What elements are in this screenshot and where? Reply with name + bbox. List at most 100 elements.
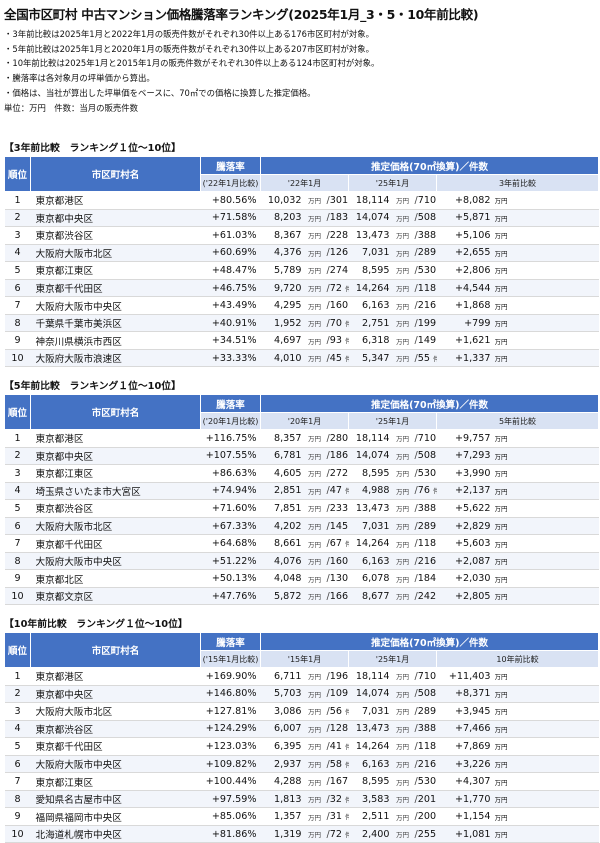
rate-cell-value: +46.75% (211, 282, 257, 294)
separator: / (414, 555, 418, 567)
rank-cell-value: 3 (14, 467, 21, 479)
rank-cell: 4 (4, 482, 31, 501)
past-count-cell: /93件 (324, 331, 349, 350)
diff-value-cell: +3,945 (436, 702, 495, 721)
separator: / (326, 300, 330, 312)
past-count-cell-value: 93 (329, 335, 342, 347)
municipality-cell: 東京都千代田区 (30, 279, 201, 298)
separator: / (414, 502, 418, 514)
count-unit: 件 (433, 355, 437, 363)
rate-cell: +47.76% (200, 587, 261, 606)
past-count-cell-value: 67 (329, 538, 342, 550)
diff-value-cell: +2,087 (436, 552, 495, 571)
current-price-cell: 8,595 (348, 464, 393, 483)
past-count-cell-value: 233 (329, 502, 349, 514)
diff-value-cell: +1,337 (436, 349, 495, 368)
current-count-cell-value: 118 (417, 538, 437, 550)
current-count-cell: /184件 (412, 569, 437, 588)
past-count-cell-value: 186 (329, 450, 349, 462)
rank-cell: 9 (4, 569, 31, 588)
diff-unit: 万円 (494, 517, 599, 536)
current-price-cell-value: 8,595 (362, 776, 390, 788)
past-count-cell-value: 196 (329, 670, 349, 682)
past-count-cell-value: 47 (329, 485, 342, 497)
header-name: 市区町村名 (30, 156, 201, 192)
municipality-cell-value: 大阪府大阪市中央区 (35, 760, 122, 771)
header-rate-sub: ('22年1月比較) (200, 174, 261, 192)
municipality-cell: 北海道札幌市中央区 (30, 825, 201, 843)
current-count-cell-value: 216 (417, 555, 437, 567)
past-price-cell: 4,202 (260, 517, 305, 536)
section-label-5year: 【5年前比較 ランキング１位～10位】 (4, 381, 181, 392)
header-rate: 騰落率 (200, 156, 261, 175)
current-count-cell: /216件 (412, 755, 437, 774)
past-price-cell: 4,048 (260, 569, 305, 588)
price-unit: 万円 (392, 244, 413, 263)
rank-cell: 6 (4, 279, 31, 298)
past-price-cell: 8,357 (260, 429, 305, 448)
past-count-cell: /166件 (324, 587, 349, 606)
rate-cell-value: +80.56% (211, 194, 257, 206)
past-count-cell: /72件 (324, 825, 349, 843)
diff-value-cell: +11,403 (436, 667, 495, 686)
table-row: 7大阪府大阪市中央区+43.49%4,295万円/160件6,163万円/216… (4, 296, 599, 315)
diff-value-cell-value: +5,603 (454, 538, 491, 550)
table-row: 1東京都港区+116.75%8,357万円/280件18,114万円/710件+… (4, 429, 599, 448)
current-count-cell: /710件 (412, 191, 437, 210)
rate-cell: +67.33% (200, 517, 261, 536)
diff-value-cell-value: +4,307 (454, 776, 491, 788)
diff-unit: 万円 (494, 331, 599, 350)
table-row: 3東京都江東区+86.63%4,605万円/272件8,595万円/530件+3… (4, 464, 599, 483)
past-price-cell-value: 6,007 (274, 723, 302, 735)
separator: / (414, 264, 418, 276)
current-price-cell-value: 7,031 (362, 705, 390, 717)
diff-unit: 万円 (494, 569, 599, 588)
municipality-cell: 埼玉県さいたま市大宮区 (30, 482, 201, 501)
past-price-cell: 4,605 (260, 464, 305, 483)
rank-cell: 6 (4, 755, 31, 774)
current-price-cell: 14,264 (348, 737, 393, 756)
rate-cell: +40.91% (200, 314, 261, 333)
rate-cell-value: +97.59% (211, 793, 257, 805)
price-unit: 万円 (304, 790, 325, 809)
separator: / (414, 758, 418, 770)
current-price-cell-value: 2,511 (362, 811, 390, 823)
past-price-cell: 2,937 (260, 755, 305, 774)
table-row: 8愛知県名古屋市中区+97.59%1,813万円/32件3,583万円/201件… (4, 790, 599, 809)
past-count-cell: /56件 (324, 702, 349, 721)
current-price-cell: 4,988 (348, 482, 393, 501)
rate-cell-value: +85.06% (211, 811, 257, 823)
municipality-cell-value: 東京都中央区 (35, 689, 94, 701)
current-count-cell: /508件 (412, 209, 437, 228)
current-count-cell-value: 388 (417, 502, 437, 514)
past-count-cell: /128件 (324, 720, 349, 739)
price-unit: 万円 (392, 482, 413, 501)
current-count-cell-value: 242 (417, 590, 437, 602)
current-price-cell: 6,163 (348, 755, 393, 774)
rate-cell-value: +116.75% (205, 432, 257, 444)
price-unit: 万円 (304, 737, 325, 756)
current-count-cell-value: 508 (417, 688, 437, 700)
price-unit: 万円 (304, 772, 325, 791)
diff-value-cell-value: +3,226 (454, 758, 491, 770)
past-count-cell: /228件 (324, 226, 349, 245)
current-count-cell: /201件 (412, 790, 437, 809)
diff-unit: 万円 (494, 349, 599, 368)
municipality-cell-value: 東京都江東区 (35, 266, 94, 278)
past-count-cell-value: 72 (329, 282, 342, 294)
rate-cell-value: +86.63% (211, 467, 257, 479)
diff-unit: 万円 (494, 261, 599, 280)
rank-cell-value: 4 (14, 723, 21, 735)
price-unit: 万円 (392, 429, 413, 448)
diff-unit: 万円 (494, 737, 599, 756)
past-price-cell: 1,357 (260, 807, 305, 826)
current-price-cell-value: 7,031 (362, 247, 390, 259)
separator: / (326, 502, 330, 514)
price-unit: 万円 (392, 807, 413, 826)
rate-cell-value: +51.22% (211, 555, 257, 567)
past-count-cell-value: 166 (329, 590, 349, 602)
past-count-cell-value: 45 (329, 352, 342, 364)
current-price-cell: 14,074 (348, 685, 393, 704)
rank-cell-value: 7 (14, 538, 21, 550)
diff-value-cell: +5,603 (436, 534, 495, 553)
